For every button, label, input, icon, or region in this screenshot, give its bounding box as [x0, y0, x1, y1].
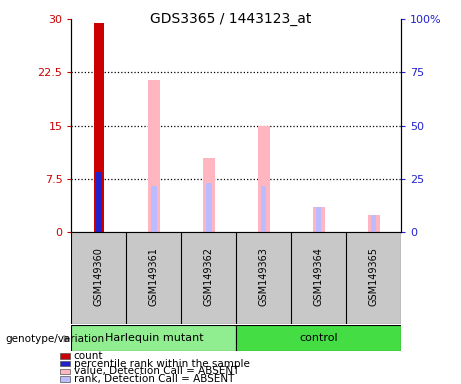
- Bar: [148, 79, 160, 232]
- Polygon shape: [64, 335, 71, 343]
- Bar: [206, 212, 212, 232]
- Text: count: count: [74, 351, 103, 361]
- Bar: [261, 218, 266, 232]
- Bar: [206, 183, 212, 232]
- Bar: [316, 225, 321, 232]
- Text: Harlequin mutant: Harlequin mutant: [105, 333, 203, 343]
- Bar: [71, 325, 236, 351]
- Bar: [96, 172, 102, 232]
- Text: GSM149360: GSM149360: [94, 247, 104, 306]
- Text: GSM149364: GSM149364: [313, 247, 324, 306]
- Bar: [313, 207, 325, 232]
- Bar: [316, 207, 321, 232]
- Bar: [371, 215, 376, 232]
- Bar: [258, 126, 270, 232]
- Bar: [94, 23, 104, 232]
- Bar: [367, 215, 380, 232]
- Bar: [371, 225, 376, 232]
- Text: GDS3365 / 1443123_at: GDS3365 / 1443123_at: [150, 12, 311, 25]
- Text: GSM149361: GSM149361: [149, 247, 159, 306]
- Text: percentile rank within the sample: percentile rank within the sample: [74, 359, 250, 369]
- Bar: [236, 325, 401, 351]
- Text: GSM149362: GSM149362: [204, 247, 214, 306]
- Bar: [203, 158, 215, 232]
- Text: rank, Detection Call = ABSENT: rank, Detection Call = ABSENT: [74, 374, 234, 384]
- Text: GSM149365: GSM149365: [369, 247, 378, 306]
- Bar: [261, 186, 266, 232]
- Text: value, Detection Call = ABSENT: value, Detection Call = ABSENT: [74, 366, 239, 376]
- Text: GSM149363: GSM149363: [259, 247, 269, 306]
- Bar: [151, 186, 157, 232]
- Text: genotype/variation: genotype/variation: [6, 334, 105, 344]
- Text: control: control: [299, 333, 338, 343]
